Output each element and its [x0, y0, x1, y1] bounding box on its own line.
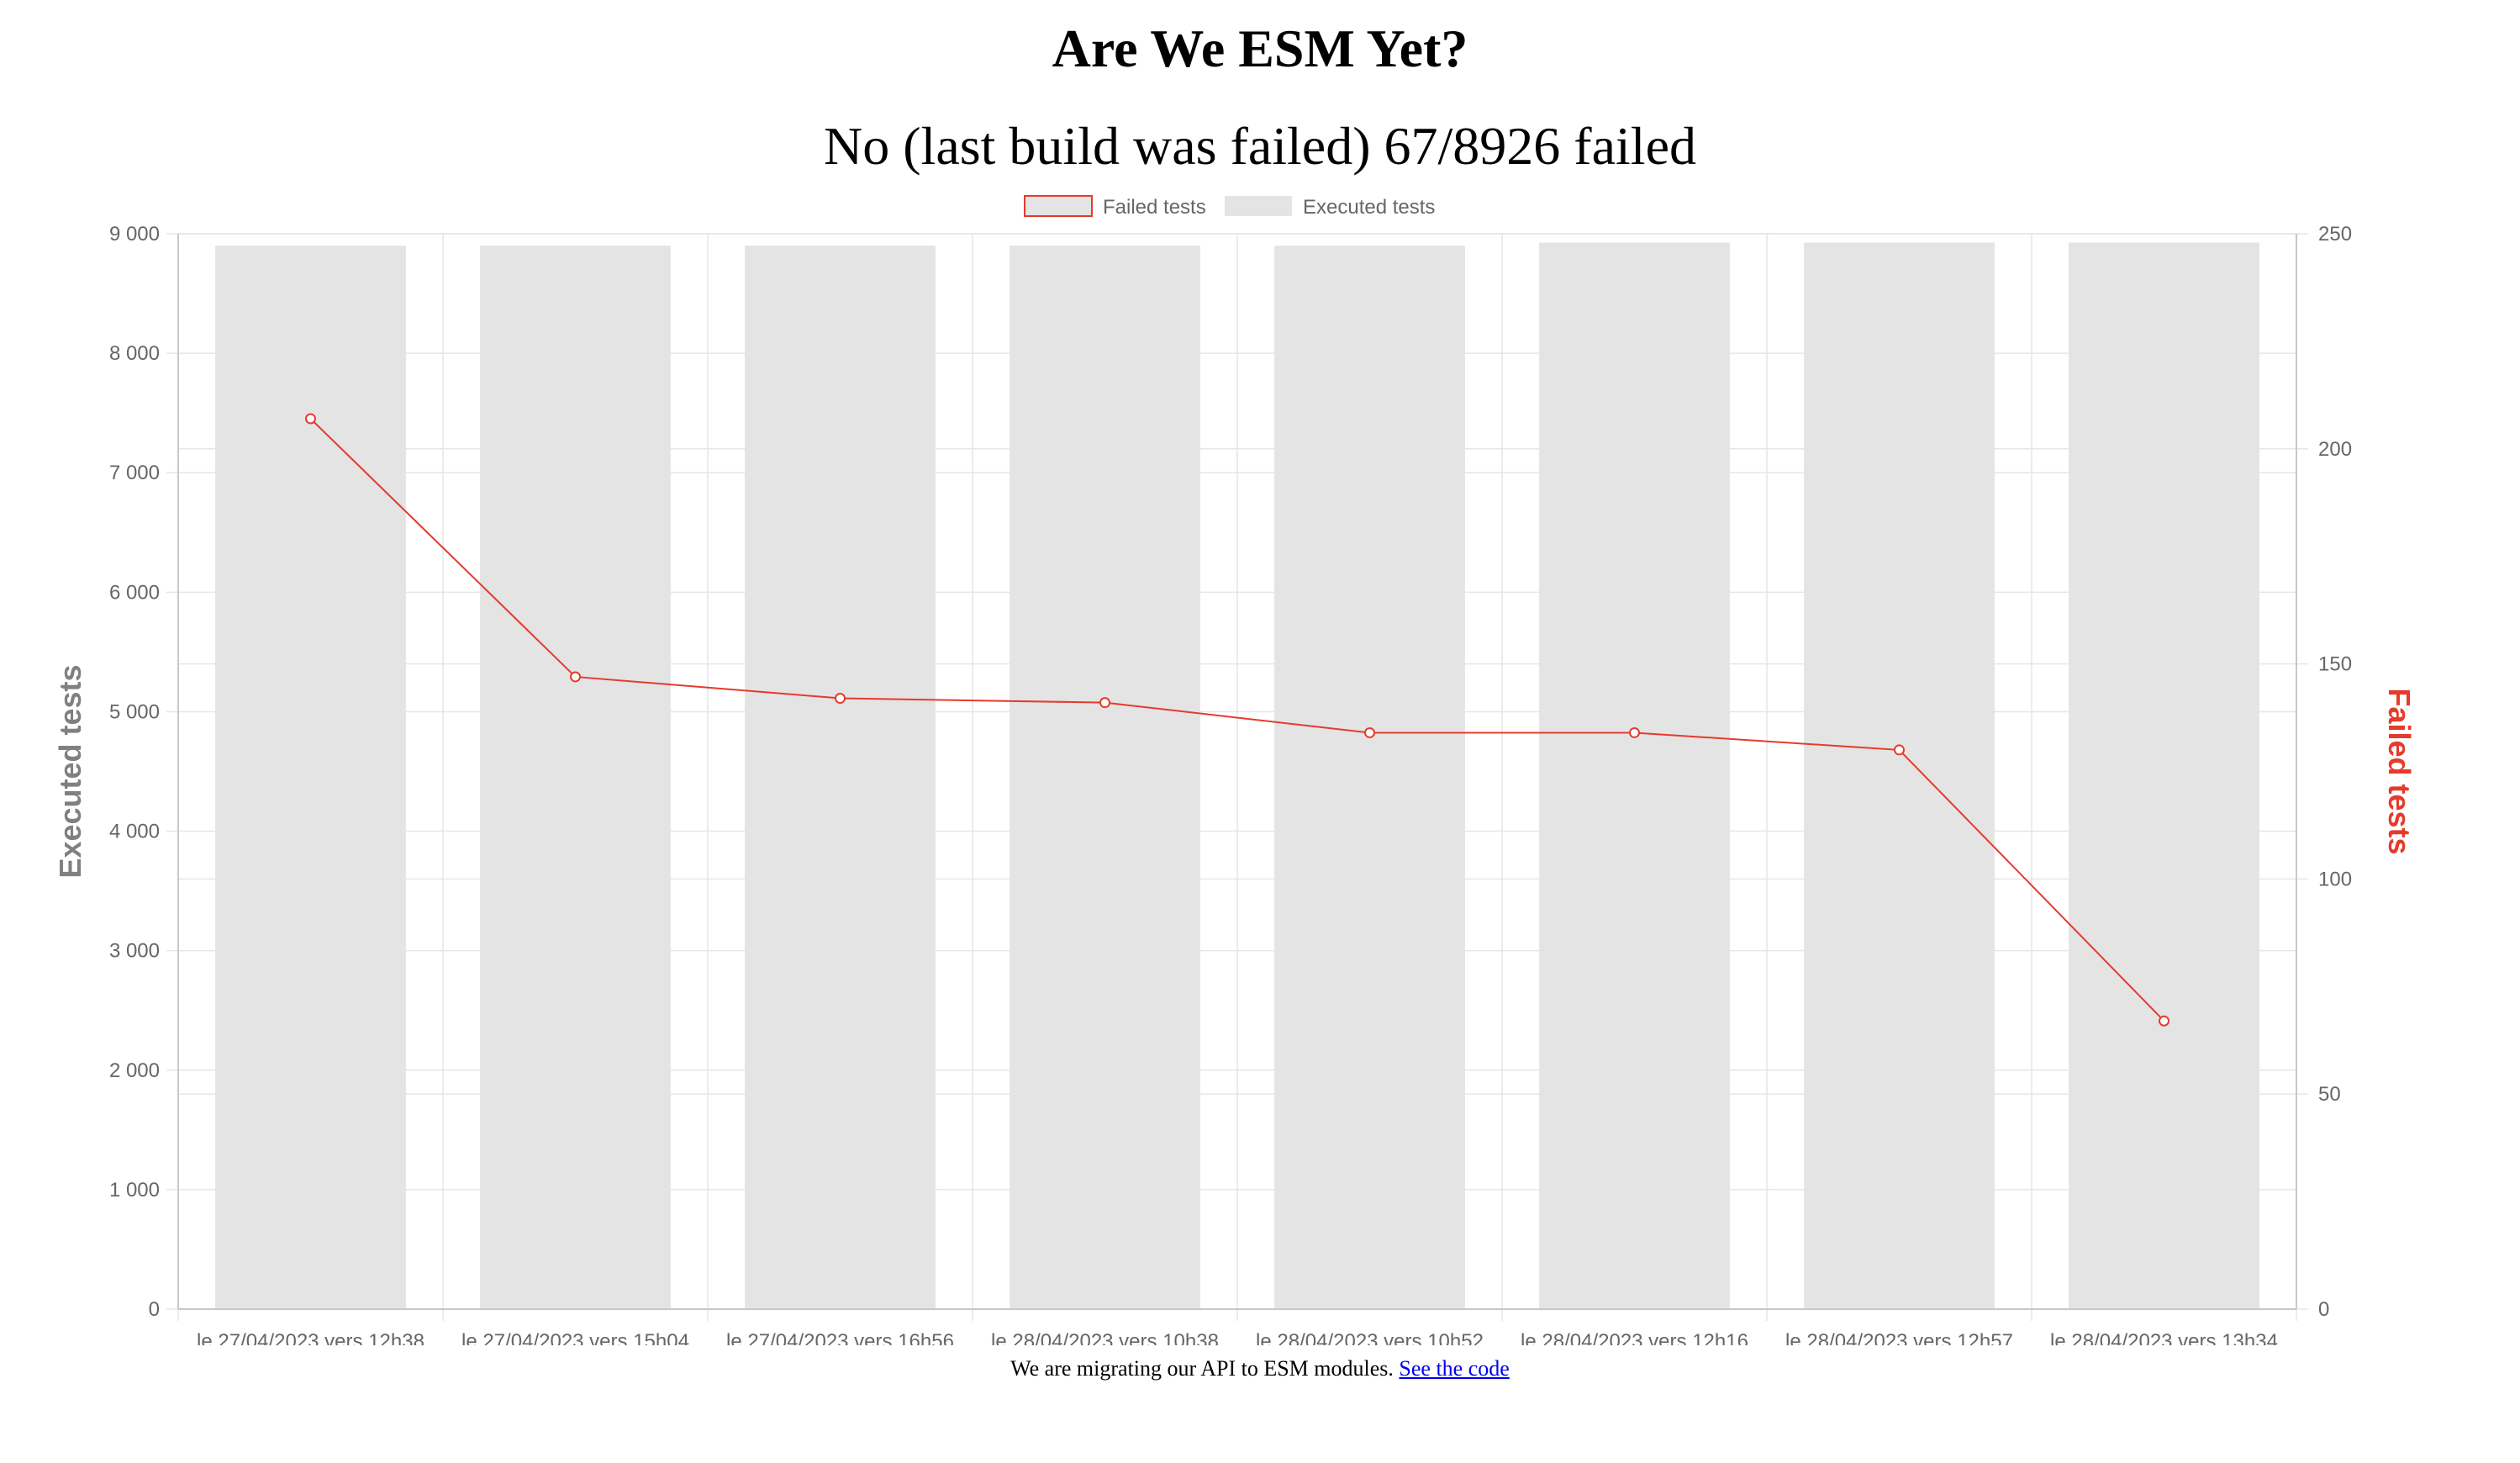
y-left-tick-label: 3 000 — [109, 940, 160, 963]
test-results-chart: Failed tests Executed tests 0 1 000 2 000 3 … — [53, 195, 2417, 1345]
y-left-tick-label: 9 000 — [109, 223, 160, 246]
executed-bar — [2069, 242, 2259, 1309]
footer-text: We are migrating our API to ESM modules. — [1010, 1356, 1394, 1381]
y-right-axis-title: Failed tests — [2382, 688, 2417, 854]
x-tick-label: le 27/04/2023 vers 15h04 — [461, 1330, 689, 1345]
executed-bar — [1010, 246, 1200, 1309]
x-tick-label: le 28/04/2023 vers 12h57 — [1785, 1330, 2013, 1345]
y-left-tick-label: 0 — [149, 1298, 160, 1321]
failed-tests-point — [305, 413, 316, 425]
y-left-tick-label: 7 000 — [109, 462, 160, 484]
x-tick-label: le 28/04/2023 vers 10h52 — [1256, 1330, 1484, 1345]
y-right-tick-label: 250 — [2318, 223, 2352, 246]
failed-tests-line — [305, 413, 2169, 1027]
legend-swatch-executed — [1225, 196, 1292, 216]
executed-bar — [1539, 242, 1730, 1309]
build-status: No (last build was failed) 67/8926 faile… — [824, 116, 1696, 176]
legend-label-failed: Failed tests — [1103, 196, 1206, 219]
failed-tests-point — [570, 671, 581, 683]
y-left-tick-label: 6 000 — [109, 581, 160, 604]
y-right-tick-label: 50 — [2318, 1083, 2341, 1106]
legend-swatch-failed — [1024, 195, 1093, 217]
legend-label-executed: Executed tests — [1303, 196, 1435, 219]
see-the-code-link[interactable]: See the code — [1399, 1356, 1510, 1381]
failed-tests-point — [1099, 697, 1110, 709]
y-right-tick-label: 100 — [2318, 868, 2352, 890]
x-tick-label: le 28/04/2023 vers 12h16 — [1521, 1330, 1748, 1345]
failed-tests-point — [1894, 744, 1905, 756]
y-right-tick-label: 0 — [2318, 1298, 2329, 1321]
failed-tests-point — [2159, 1015, 2169, 1027]
x-tick-label: le 28/04/2023 vers 10h38 — [991, 1330, 1219, 1345]
y-left-tick-label: 8 000 — [109, 342, 160, 365]
executed-bar — [1804, 242, 1995, 1309]
x-tick-label: le 28/04/2023 vers 13h34 — [2050, 1330, 2278, 1345]
axis-labels: 0 1 000 2 000 3 000 4 000 5 000 6 000 7 000 8 00… — [53, 223, 2417, 1345]
x-tick-label: le 27/04/2023 vers 16h56 — [726, 1330, 954, 1345]
failed-tests-point — [835, 693, 846, 705]
chart-legend: Failed tests Executed tests — [1024, 195, 1435, 219]
executed-bar — [215, 246, 406, 1309]
y-right-tick-label: 150 — [2318, 653, 2352, 676]
chart-axes — [177, 234, 2297, 1310]
y-right-tick-label: 200 — [2318, 438, 2352, 461]
executed-bar — [480, 246, 671, 1309]
failed-tests-point — [1364, 726, 1375, 738]
y-left-tick-label: 4 000 — [109, 821, 160, 843]
y-left-axis-title: Executed tests — [53, 664, 87, 878]
y-left-tick-label: 2 000 — [109, 1059, 160, 1082]
y-left-tick-label: 1 000 — [109, 1179, 160, 1202]
page-footer: We are migrating our API to ESM modules.… — [0, 1354, 2520, 1384]
page-title: Are We ESM Yet? — [1052, 18, 1468, 78]
y-left-tick-label: 5 000 — [109, 700, 160, 723]
x-tick-label: le 27/04/2023 vers 12h38 — [197, 1330, 424, 1345]
executed-bar — [745, 246, 936, 1309]
executed-bar — [1274, 246, 1465, 1309]
failed-tests-series-line — [309, 418, 2165, 1022]
failed-tests-point — [1629, 726, 1640, 738]
